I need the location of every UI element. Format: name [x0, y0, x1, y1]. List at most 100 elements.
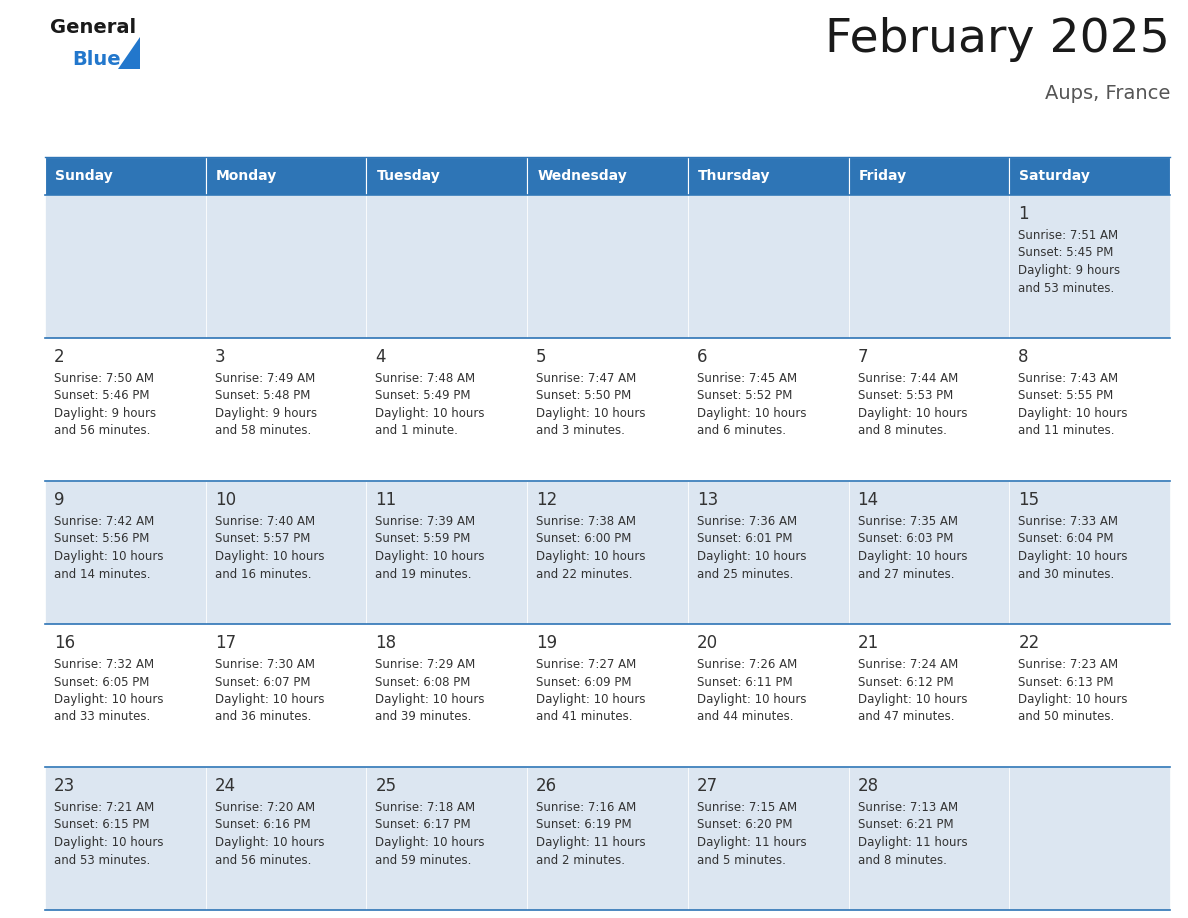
Text: and 14 minutes.: and 14 minutes.	[53, 567, 151, 580]
Bar	[45, 157, 206, 195]
Text: Daylight: 10 hours: Daylight: 10 hours	[1018, 550, 1127, 563]
Text: Sunrise: 7:16 AM: Sunrise: 7:16 AM	[536, 801, 637, 814]
Bar	[527, 767, 688, 910]
Text: and 6 minutes.: and 6 minutes.	[697, 424, 785, 438]
Text: Sunset: 6:16 PM: Sunset: 6:16 PM	[215, 819, 310, 832]
Bar	[45, 195, 206, 338]
Text: Sunset: 6:04 PM: Sunset: 6:04 PM	[1018, 532, 1114, 545]
Text: Wednesday: Wednesday	[537, 169, 627, 183]
Text: 5: 5	[536, 348, 546, 366]
Bar	[45, 481, 206, 624]
Text: Sunrise: 7:23 AM: Sunrise: 7:23 AM	[1018, 658, 1118, 671]
Text: Sunset: 6:09 PM: Sunset: 6:09 PM	[536, 676, 632, 688]
Text: Daylight: 10 hours: Daylight: 10 hours	[858, 693, 967, 706]
Text: Daylight: 10 hours: Daylight: 10 hours	[858, 407, 967, 420]
Text: 7: 7	[858, 348, 868, 366]
Bar	[206, 481, 366, 624]
Text: and 11 minutes.: and 11 minutes.	[1018, 424, 1114, 438]
Text: Aups, France: Aups, France	[1044, 84, 1170, 103]
Text: Sunset: 5:48 PM: Sunset: 5:48 PM	[215, 389, 310, 402]
Text: 19: 19	[536, 634, 557, 652]
Bar	[848, 481, 1010, 624]
Text: Sunrise: 7:33 AM: Sunrise: 7:33 AM	[1018, 515, 1118, 528]
Text: Sunrise: 7:35 AM: Sunrise: 7:35 AM	[858, 515, 958, 528]
Text: Daylight: 10 hours: Daylight: 10 hours	[375, 836, 485, 849]
Text: Sunrise: 7:42 AM: Sunrise: 7:42 AM	[53, 515, 154, 528]
Text: Daylight: 10 hours: Daylight: 10 hours	[536, 550, 645, 563]
Text: Daylight: 10 hours: Daylight: 10 hours	[536, 693, 645, 706]
Text: Daylight: 10 hours: Daylight: 10 hours	[697, 693, 807, 706]
Text: 2: 2	[53, 348, 64, 366]
Text: Sunset: 6:13 PM: Sunset: 6:13 PM	[1018, 676, 1114, 688]
Bar	[45, 624, 206, 767]
Text: Sunrise: 7:43 AM: Sunrise: 7:43 AM	[1018, 372, 1118, 385]
Text: 10: 10	[215, 491, 236, 509]
Text: Daylight: 10 hours: Daylight: 10 hours	[375, 407, 485, 420]
Bar	[366, 195, 527, 338]
Text: Daylight: 10 hours: Daylight: 10 hours	[858, 550, 967, 563]
Text: 11: 11	[375, 491, 397, 509]
Text: Sunset: 5:55 PM: Sunset: 5:55 PM	[1018, 389, 1113, 402]
Text: 8: 8	[1018, 348, 1029, 366]
Text: 1: 1	[1018, 205, 1029, 223]
Bar	[1010, 338, 1170, 481]
Text: Sunset: 5:53 PM: Sunset: 5:53 PM	[858, 389, 953, 402]
Text: Sunrise: 7:27 AM: Sunrise: 7:27 AM	[536, 658, 637, 671]
Text: Daylight: 11 hours: Daylight: 11 hours	[697, 836, 807, 849]
Text: Sunset: 6:20 PM: Sunset: 6:20 PM	[697, 819, 792, 832]
Text: and 2 minutes.: and 2 minutes.	[536, 854, 625, 867]
Bar	[527, 481, 688, 624]
Text: 27: 27	[697, 777, 718, 795]
Text: Sunset: 5:57 PM: Sunset: 5:57 PM	[215, 532, 310, 545]
Text: Sunset: 6:11 PM: Sunset: 6:11 PM	[697, 676, 792, 688]
Text: Sunrise: 7:26 AM: Sunrise: 7:26 AM	[697, 658, 797, 671]
Text: Monday: Monday	[216, 169, 277, 183]
Text: Daylight: 9 hours: Daylight: 9 hours	[53, 407, 156, 420]
Text: and 58 minutes.: and 58 minutes.	[215, 424, 311, 438]
Text: 18: 18	[375, 634, 397, 652]
Text: Daylight: 10 hours: Daylight: 10 hours	[697, 407, 807, 420]
Text: Sunrise: 7:38 AM: Sunrise: 7:38 AM	[536, 515, 636, 528]
Bar	[366, 767, 527, 910]
Text: Sunrise: 7:39 AM: Sunrise: 7:39 AM	[375, 515, 475, 528]
Text: Sunrise: 7:47 AM: Sunrise: 7:47 AM	[536, 372, 637, 385]
Text: and 36 minutes.: and 36 minutes.	[215, 711, 311, 723]
Text: Sunrise: 7:13 AM: Sunrise: 7:13 AM	[858, 801, 958, 814]
Bar	[366, 338, 527, 481]
Bar	[688, 338, 848, 481]
Text: 6: 6	[697, 348, 707, 366]
Text: Sunset: 5:45 PM: Sunset: 5:45 PM	[1018, 247, 1113, 260]
Bar	[1010, 481, 1170, 624]
Text: 22: 22	[1018, 634, 1040, 652]
Text: 15: 15	[1018, 491, 1040, 509]
Text: and 1 minute.: and 1 minute.	[375, 424, 459, 438]
Text: Daylight: 10 hours: Daylight: 10 hours	[1018, 693, 1127, 706]
Bar	[527, 624, 688, 767]
Text: 28: 28	[858, 777, 879, 795]
Bar	[688, 767, 848, 910]
Text: Sunrise: 7:21 AM: Sunrise: 7:21 AM	[53, 801, 154, 814]
Text: and 56 minutes.: and 56 minutes.	[215, 854, 311, 867]
Text: Daylight: 11 hours: Daylight: 11 hours	[858, 836, 967, 849]
Text: and 41 minutes.: and 41 minutes.	[536, 711, 633, 723]
Bar	[1010, 157, 1170, 195]
Text: Daylight: 11 hours: Daylight: 11 hours	[536, 836, 646, 849]
Text: Sunrise: 7:20 AM: Sunrise: 7:20 AM	[215, 801, 315, 814]
Text: Sunset: 6:03 PM: Sunset: 6:03 PM	[858, 532, 953, 545]
Text: Sunrise: 7:32 AM: Sunrise: 7:32 AM	[53, 658, 154, 671]
Text: Sunrise: 7:18 AM: Sunrise: 7:18 AM	[375, 801, 475, 814]
Text: and 19 minutes.: and 19 minutes.	[375, 567, 472, 580]
Bar	[206, 624, 366, 767]
Bar	[206, 767, 366, 910]
Text: Daylight: 10 hours: Daylight: 10 hours	[536, 407, 645, 420]
Bar	[688, 624, 848, 767]
Text: and 44 minutes.: and 44 minutes.	[697, 711, 794, 723]
Text: February 2025: February 2025	[826, 17, 1170, 62]
Text: Sunset: 6:17 PM: Sunset: 6:17 PM	[375, 819, 472, 832]
Text: and 47 minutes.: and 47 minutes.	[858, 711, 954, 723]
Text: Daylight: 10 hours: Daylight: 10 hours	[53, 693, 164, 706]
Text: Thursday: Thursday	[697, 169, 770, 183]
Text: Sunrise: 7:36 AM: Sunrise: 7:36 AM	[697, 515, 797, 528]
Text: 3: 3	[215, 348, 226, 366]
Text: and 8 minutes.: and 8 minutes.	[858, 854, 947, 867]
